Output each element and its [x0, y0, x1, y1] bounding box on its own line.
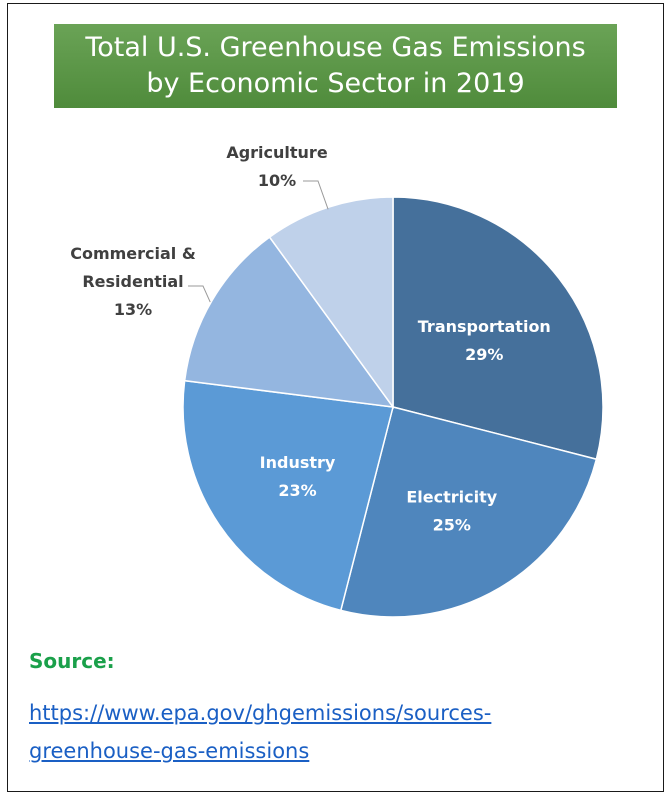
pie-slice-electricity	[339, 406, 598, 618]
chart-title-line-2: by Economic Sector in 2019	[146, 68, 525, 99]
leader-line-agriculture	[303, 180, 329, 210]
slice-label-transportation-line-2: 29%	[465, 345, 503, 364]
slice-label-commercial-line-3: 13%	[114, 300, 152, 319]
slice-label-transportation: Transportation 29%	[418, 317, 551, 364]
source-label: Source:	[29, 649, 115, 673]
chart-title-line-1: Total U.S. Greenhouse Gas Emissions	[85, 32, 586, 63]
pie-slice-commercial	[183, 236, 395, 408]
slice-label-commercial-line-2: Residential	[82, 272, 183, 291]
slice-label-transportation-line-1: Transportation	[418, 317, 551, 336]
slice-label-agriculture-line-2: 10%	[258, 171, 296, 190]
slice-label-agriculture: Agriculture 10%	[226, 143, 328, 190]
slice-label-industry-line-2: 23%	[278, 481, 316, 500]
slice-label-electricity-line-1: Electricity	[406, 487, 497, 506]
slice-label-commercial-line-1: Commercial &	[70, 244, 196, 263]
slice-label-electricity: Electricity 25%	[406, 487, 497, 534]
slice-label-electricity-line-2: 25%	[433, 515, 471, 534]
leader-line-commercial-residential	[188, 285, 211, 303]
pie-slice-industry	[182, 379, 394, 612]
source-link-line-1[interactable]: https://www.epa.gov/ghgemissions/sources…	[29, 701, 492, 725]
slice-label-industry: Industry 23%	[260, 453, 336, 500]
pie-chart: Transportation 29% Electricity 25% Industry 2…	[70, 143, 604, 618]
pie-slice-agriculture	[268, 196, 394, 410]
slice-label-agriculture-line-1: Agriculture	[226, 143, 328, 162]
source-link[interactable]: https://www.epa.gov/ghgemissions/sources…	[29, 694, 629, 770]
source-link-line-2[interactable]: greenhouse-gas-emissions	[29, 739, 310, 763]
slice-label-industry-line-1: Industry	[260, 453, 336, 472]
slice-label-commercial: Commercial & Residential 13%	[70, 244, 196, 319]
pie-slice-transportation	[392, 196, 604, 461]
chart-title: Total U.S. Greenhouse Gas Emissions by E…	[54, 24, 617, 108]
